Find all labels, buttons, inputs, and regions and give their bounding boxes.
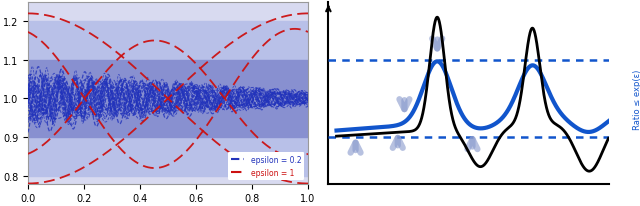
- Text: Ratio ≤ exp(ε): Ratio ≤ exp(ε): [633, 69, 640, 129]
- Bar: [28, 22, 308, 176]
- Bar: [28, 61, 308, 137]
- Legend: epsilon = 0.2, epsilon = 1: epsilon = 0.2, epsilon = 1: [228, 152, 304, 180]
